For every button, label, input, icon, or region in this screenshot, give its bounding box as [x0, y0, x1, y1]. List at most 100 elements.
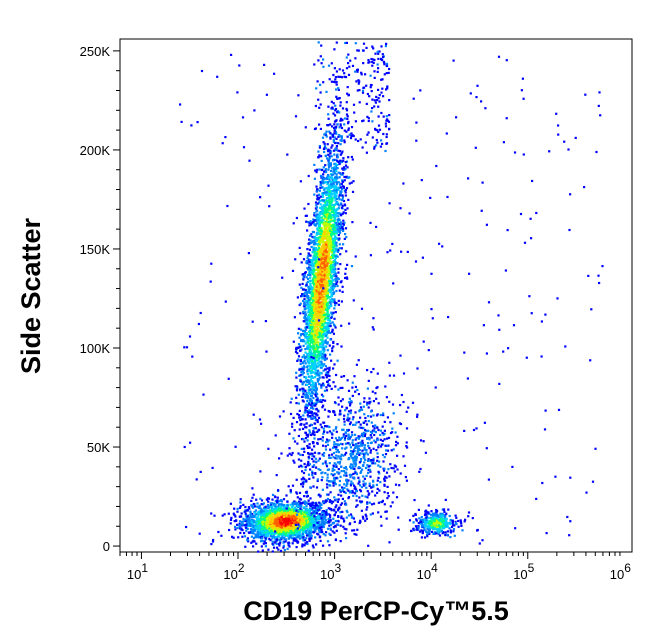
data-point — [282, 541, 285, 544]
data-point — [305, 502, 308, 505]
data-point — [322, 519, 325, 522]
data-point — [329, 205, 332, 208]
data-point — [260, 508, 263, 511]
data-point — [236, 510, 239, 513]
data-point — [323, 512, 326, 515]
data-point — [292, 502, 296, 505]
data-point — [259, 536, 262, 539]
data-point — [322, 223, 325, 226]
data-point — [336, 220, 340, 223]
data-point — [233, 513, 236, 517]
data-point — [301, 294, 304, 298]
data-point — [329, 150, 332, 153]
data-point — [313, 504, 316, 507]
data-point — [317, 351, 320, 354]
data-point — [321, 259, 325, 263]
data-point — [303, 292, 306, 295]
data-point — [307, 335, 311, 338]
data-point — [331, 219, 334, 222]
data-point — [341, 180, 345, 183]
data-point — [260, 499, 264, 502]
data-point — [312, 240, 315, 243]
data-point — [332, 183, 335, 186]
data-point — [308, 329, 312, 332]
data-point — [311, 230, 314, 233]
data-point — [313, 330, 316, 333]
data-point — [213, 514, 216, 517]
data-point — [257, 530, 260, 533]
data-point — [314, 303, 317, 306]
data-point — [324, 515, 327, 518]
data-point — [333, 259, 337, 262]
data-point — [328, 165, 331, 168]
data-point — [323, 191, 326, 194]
data-point — [332, 263, 335, 267]
data-point — [286, 522, 290, 525]
data-point — [295, 546, 298, 549]
data-point — [282, 528, 285, 531]
data-point — [324, 399, 327, 402]
data-point — [339, 281, 342, 284]
data-point — [295, 478, 298, 481]
data-point — [331, 200, 334, 203]
data-point — [302, 276, 305, 279]
data-point — [310, 433, 313, 437]
data-point — [308, 510, 311, 513]
data-point — [321, 313, 324, 317]
data-point — [317, 370, 320, 373]
data-point — [297, 358, 300, 361]
data-point — [253, 529, 256, 532]
data-point — [317, 220, 321, 223]
data-point — [328, 278, 331, 281]
data-point — [236, 526, 239, 530]
data-point — [322, 330, 326, 333]
data-point — [240, 512, 243, 515]
data-point — [243, 532, 246, 535]
data-point — [298, 465, 301, 468]
data-point — [316, 517, 319, 520]
data-point — [318, 224, 321, 227]
data-point — [323, 363, 326, 366]
data-point — [320, 360, 323, 363]
data-point — [258, 524, 261, 527]
data-point — [271, 540, 274, 543]
data-point — [321, 185, 324, 189]
data-point — [315, 328, 318, 332]
data-point — [303, 333, 306, 337]
data-point — [316, 322, 319, 325]
data-point — [328, 248, 331, 251]
data-point — [298, 303, 301, 307]
data-point — [327, 243, 330, 246]
data-point — [329, 331, 332, 334]
data-point — [291, 542, 294, 545]
data-point — [317, 156, 320, 159]
data-point — [285, 538, 288, 541]
data-point — [287, 506, 290, 509]
data-point — [314, 282, 317, 286]
data-point — [327, 319, 330, 322]
data-point — [338, 204, 341, 207]
data-point — [256, 530, 259, 533]
data-point — [308, 382, 311, 385]
data-point — [340, 137, 343, 140]
data-point — [217, 530, 220, 534]
data-point — [302, 501, 305, 504]
data-point — [308, 429, 311, 432]
data-point — [339, 191, 342, 195]
data-point — [326, 175, 329, 178]
data-point — [299, 537, 302, 540]
data-point — [295, 501, 298, 504]
data-point — [330, 169, 333, 172]
data-point — [307, 499, 310, 502]
data-point — [248, 516, 251, 519]
data-point — [323, 133, 326, 136]
data-point — [315, 185, 318, 188]
data-point — [265, 523, 268, 526]
data-point — [338, 150, 341, 153]
data-point — [313, 284, 316, 287]
data-point — [314, 268, 318, 272]
data-point — [329, 295, 332, 298]
data-point — [322, 355, 325, 358]
data-point — [316, 532, 319, 535]
data-point — [315, 401, 318, 404]
